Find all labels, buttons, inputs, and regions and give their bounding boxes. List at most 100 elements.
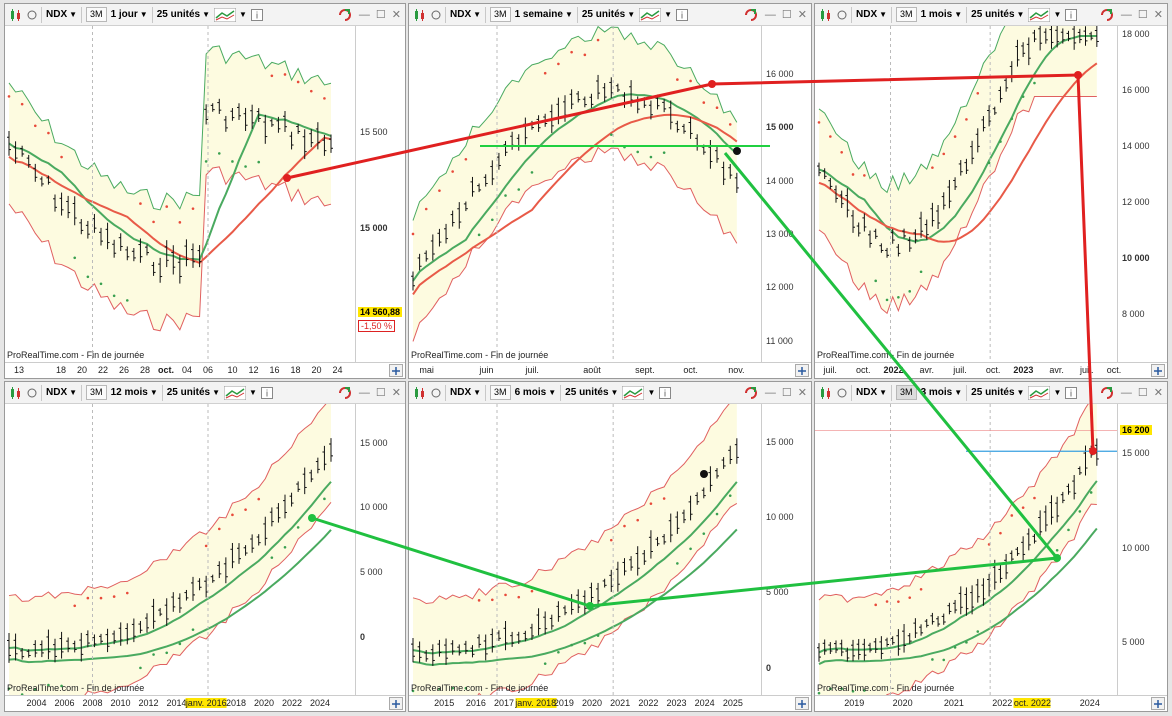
- chevron-down-icon[interactable]: ▼: [249, 388, 257, 397]
- timeframe-select[interactable]: 12 mois ▼: [110, 387, 158, 398]
- units-select[interactable]: 25 unités ▼: [565, 387, 619, 398]
- maximize-icon[interactable]: ☐: [1137, 387, 1148, 399]
- price-axis[interactable]: 15 500 15 000 14 560,88 -1,50 %: [355, 26, 405, 362]
- refresh-icon[interactable]: [337, 8, 353, 22]
- maximize-icon[interactable]: ☐: [781, 387, 792, 399]
- range-3m-button[interactable]: 3M: [490, 385, 511, 400]
- units-select[interactable]: 25 unités ▼: [156, 9, 210, 20]
- chevron-down-icon[interactable]: ▼: [664, 10, 673, 19]
- range-3m-button[interactable]: 3M: [490, 7, 511, 22]
- time-axis[interactable]: juil. oct. 2022 avr. juil. oct. 2023 avr. juil. o…: [815, 362, 1167, 378]
- timeframe-select[interactable]: 6 mois ▼: [514, 387, 557, 398]
- indicator-icon[interactable]: [214, 6, 236, 24]
- scroll-corner-icon[interactable]: [1151, 364, 1165, 377]
- candlestick-icon[interactable]: [413, 6, 427, 24]
- indicator-icon[interactable]: [224, 384, 247, 402]
- price-axis[interactable]: 15 000 10 000 5 000 0: [355, 404, 405, 695]
- indicator-icon[interactable]: [1028, 384, 1051, 402]
- range-3m-button[interactable]: 3M: [86, 385, 107, 400]
- time-axis[interactable]: 2019 2020 2021 2022 oct. 2022 2024: [815, 695, 1167, 711]
- style-toggle-icon[interactable]: [837, 384, 847, 402]
- time-axis[interactable]: 13 18 20 22 26 28 oct. 04 06 10 12 16 18 20 24: [5, 362, 405, 378]
- range-3m-button[interactable]: 3M: [896, 7, 917, 22]
- info-icon[interactable]: i: [659, 384, 672, 402]
- maximize-icon[interactable]: ☐: [1137, 9, 1148, 21]
- symbol-select[interactable]: NDX ▼: [450, 387, 482, 398]
- units-select[interactable]: 25 unités ▼: [166, 387, 221, 398]
- style-toggle-icon[interactable]: [431, 384, 441, 402]
- chevron-down-icon[interactable]: ▼: [239, 10, 247, 19]
- range-3m-button[interactable]: 3M: [896, 385, 917, 400]
- refresh-icon[interactable]: [337, 386, 353, 400]
- style-toggle-icon[interactable]: [27, 384, 37, 402]
- info-icon[interactable]: i: [260, 384, 273, 402]
- price-plot-area[interactable]: [815, 404, 1117, 695]
- candlestick-icon[interactable]: [819, 384, 833, 402]
- maximize-icon[interactable]: ☐: [375, 9, 386, 21]
- chevron-down-icon[interactable]: ▼: [1053, 388, 1062, 397]
- minimize-icon[interactable]: —: [358, 8, 370, 21]
- indicator-icon[interactable]: [1028, 6, 1051, 24]
- price-plot-area[interactable]: [409, 26, 761, 362]
- close-icon[interactable]: ✕: [797, 387, 807, 399]
- symbol-select[interactable]: NDX ▼: [856, 9, 888, 20]
- chevron-down-icon[interactable]: ▼: [1053, 10, 1062, 19]
- close-icon[interactable]: ✕: [391, 9, 401, 21]
- close-icon[interactable]: ✕: [391, 387, 401, 399]
- timeframe-select[interactable]: 1 jour ▼: [110, 9, 148, 20]
- refresh-icon[interactable]: [1099, 8, 1115, 22]
- info-icon[interactable]: i: [1065, 384, 1078, 402]
- scroll-corner-icon[interactable]: [1151, 697, 1165, 710]
- candlestick-icon[interactable]: [9, 6, 23, 24]
- minimize-icon[interactable]: —: [1120, 386, 1132, 399]
- minimize-icon[interactable]: —: [358, 386, 370, 399]
- scroll-corner-icon[interactable]: [389, 697, 403, 710]
- chevron-down-icon[interactable]: ▼: [647, 388, 656, 397]
- candlestick-icon[interactable]: [413, 384, 427, 402]
- price-plot-area[interactable]: [815, 26, 1117, 362]
- style-toggle-icon[interactable]: [431, 6, 441, 24]
- scroll-corner-icon[interactable]: [795, 697, 809, 710]
- timeframe-select[interactable]: 1 semaine ▼: [514, 9, 573, 20]
- units-select[interactable]: 25 unités ▼: [971, 9, 1025, 20]
- maximize-icon[interactable]: ☐: [375, 387, 386, 399]
- refresh-icon[interactable]: [743, 8, 759, 22]
- style-toggle-icon[interactable]: [837, 6, 847, 24]
- candlestick-icon[interactable]: [819, 6, 833, 24]
- indicator-icon[interactable]: [639, 6, 662, 24]
- price-plot-area[interactable]: [5, 26, 355, 362]
- info-icon[interactable]: i: [1065, 6, 1078, 24]
- symbol-select[interactable]: NDX ▼: [856, 387, 888, 398]
- price-axis[interactable]: 16 000 15 000 14 000 13 000 12 000 11 000: [761, 26, 811, 362]
- timeframe-select[interactable]: 1 mois ▼: [920, 9, 963, 20]
- range-3m-button[interactable]: 3M: [86, 7, 107, 22]
- timeframe-select[interactable]: 3 mois ▼: [920, 387, 963, 398]
- time-axis[interactable]: 2015 2016 2017 janv. 2018 2019 2020 2021 2022 20…: [409, 695, 811, 711]
- style-toggle-icon[interactable]: [27, 6, 37, 24]
- scroll-corner-icon[interactable]: [795, 364, 809, 377]
- minimize-icon[interactable]: —: [764, 8, 776, 21]
- minimize-icon[interactable]: —: [1120, 8, 1132, 21]
- symbol-select[interactable]: NDX ▼: [46, 9, 78, 20]
- close-icon[interactable]: ✕: [1153, 9, 1163, 21]
- refresh-icon[interactable]: [743, 386, 759, 400]
- candlestick-icon[interactable]: [9, 384, 23, 402]
- price-plot-area[interactable]: [5, 404, 355, 695]
- maximize-icon[interactable]: ☐: [781, 9, 792, 21]
- info-icon[interactable]: i: [676, 6, 689, 24]
- refresh-icon[interactable]: [1099, 386, 1115, 400]
- symbol-select[interactable]: NDX ▼: [450, 9, 482, 20]
- units-select[interactable]: 25 unités ▼: [971, 387, 1025, 398]
- minimize-icon[interactable]: —: [764, 386, 776, 399]
- indicator-icon[interactable]: [622, 384, 645, 402]
- close-icon[interactable]: ✕: [797, 9, 807, 21]
- price-axis[interactable]: 15 000 10 000 5 000 16 200: [1117, 404, 1167, 695]
- price-axis[interactable]: 18 000 16 000 14 000 12 000 10 000 8 000: [1117, 26, 1167, 362]
- time-axis[interactable]: 2004 2006 2008 2010 2012 2014 janv. 2016 2018 20…: [5, 695, 405, 711]
- units-select[interactable]: 25 unités ▼: [581, 9, 636, 20]
- info-icon[interactable]: i: [250, 6, 263, 24]
- close-icon[interactable]: ✕: [1153, 387, 1163, 399]
- price-axis[interactable]: 15 000 10 000 5 000 0: [761, 404, 811, 695]
- scroll-corner-icon[interactable]: [389, 364, 403, 377]
- symbol-select[interactable]: NDX ▼: [46, 387, 78, 398]
